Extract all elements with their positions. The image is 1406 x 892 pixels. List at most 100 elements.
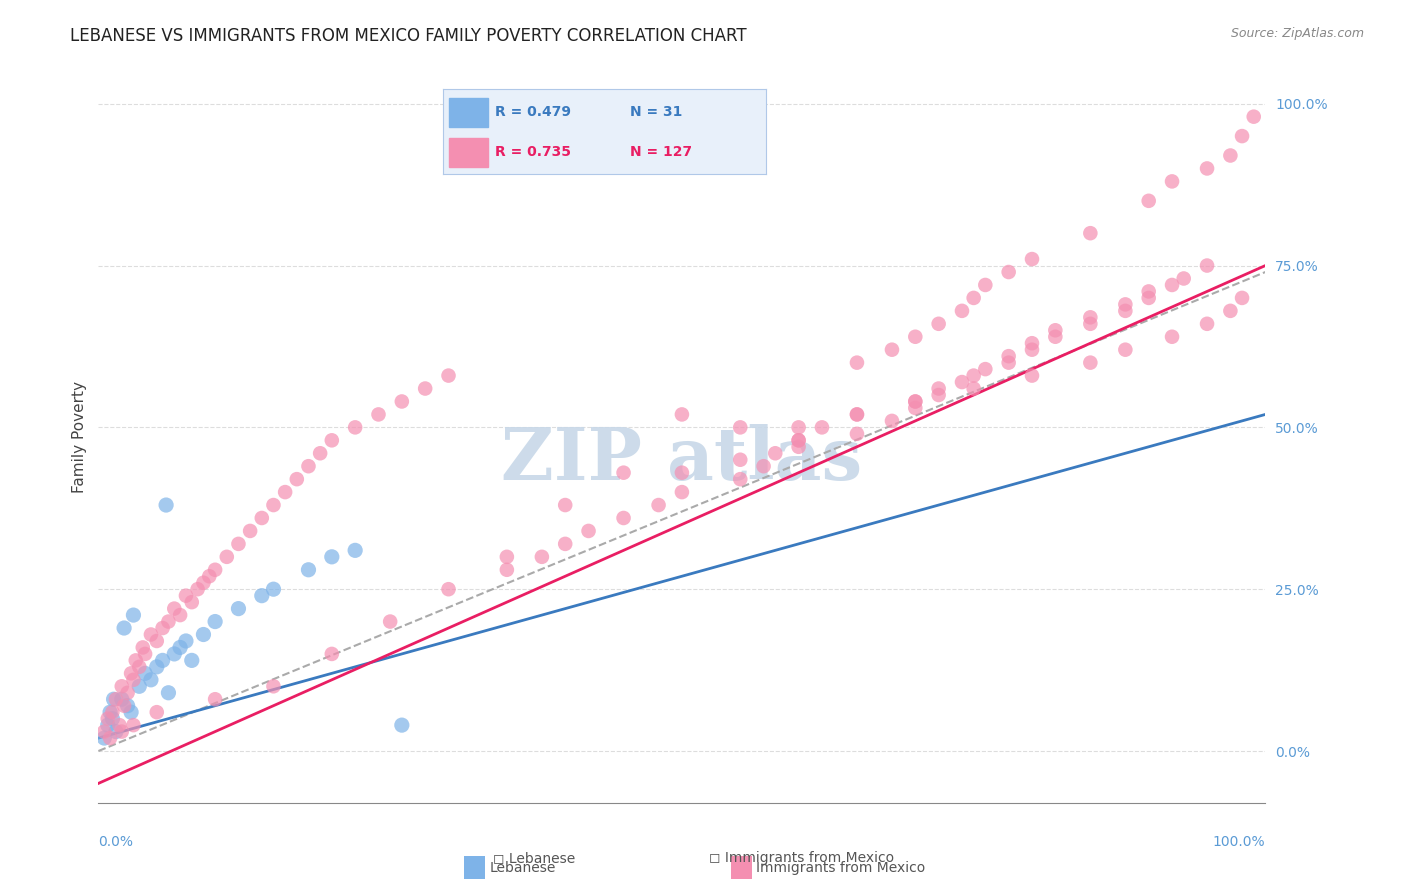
Point <box>1114 303 1136 318</box>
Point <box>578 524 600 538</box>
Text: N = 127: N = 127 <box>630 145 693 159</box>
Point <box>997 349 1019 363</box>
Text: ZIP atlas: ZIP atlas <box>502 425 862 495</box>
Point <box>157 615 180 629</box>
Point <box>904 394 927 409</box>
Point <box>111 692 134 706</box>
Point <box>152 653 174 667</box>
Point <box>239 524 262 538</box>
Point <box>1045 330 1067 344</box>
Point <box>97 718 120 732</box>
Point <box>285 472 308 486</box>
Point <box>122 608 145 623</box>
Point <box>309 446 332 460</box>
Point <box>228 601 250 615</box>
Point <box>108 718 131 732</box>
Point <box>122 673 145 687</box>
Point <box>193 575 215 590</box>
Point <box>103 692 125 706</box>
Point <box>962 368 984 383</box>
Point <box>344 420 367 434</box>
Point <box>904 394 927 409</box>
Point <box>846 426 869 441</box>
Point <box>554 537 576 551</box>
Point <box>134 647 156 661</box>
Point <box>98 731 121 745</box>
Point <box>204 692 226 706</box>
Point <box>152 621 174 635</box>
Point <box>1173 271 1195 285</box>
Point <box>367 408 389 422</box>
Point <box>98 705 121 719</box>
Point <box>128 660 150 674</box>
Point <box>112 621 135 635</box>
Point <box>146 660 169 674</box>
Point <box>671 485 693 500</box>
Point <box>671 466 693 480</box>
Point <box>104 692 127 706</box>
Point <box>787 440 810 454</box>
Point <box>530 549 553 564</box>
Text: Lebanese: Lebanese <box>489 861 555 875</box>
Point <box>157 686 180 700</box>
Point <box>321 434 343 448</box>
Point <box>1161 277 1184 292</box>
Point <box>132 640 155 655</box>
Point <box>437 368 460 383</box>
Point <box>180 653 202 667</box>
Point <box>93 724 115 739</box>
Point <box>1080 356 1102 370</box>
Point <box>1243 110 1265 124</box>
Point <box>1080 226 1102 240</box>
Point <box>174 589 197 603</box>
Point <box>1080 317 1102 331</box>
Point <box>1021 336 1043 351</box>
Point <box>169 640 191 655</box>
Point <box>962 291 984 305</box>
Point <box>128 679 150 693</box>
Point <box>846 356 869 370</box>
Y-axis label: Family Poverty: Family Poverty <box>72 381 87 493</box>
Point <box>228 537 250 551</box>
Point <box>274 485 297 500</box>
Point <box>613 466 636 480</box>
Text: Source: ZipAtlas.com: Source: ZipAtlas.com <box>1230 27 1364 40</box>
Point <box>111 679 134 693</box>
Point <box>117 698 139 713</box>
Text: LEBANESE VS IMMIGRANTS FROM MEXICO FAMILY POVERTY CORRELATION CHART: LEBANESE VS IMMIGRANTS FROM MEXICO FAMIL… <box>70 27 747 45</box>
Point <box>811 420 834 434</box>
Point <box>134 666 156 681</box>
Text: Immigrants from Mexico: Immigrants from Mexico <box>756 861 925 875</box>
Point <box>262 498 284 512</box>
Point <box>125 653 148 667</box>
Point <box>163 647 186 661</box>
Point <box>1021 252 1043 266</box>
Point <box>1219 148 1241 162</box>
Point <box>112 698 135 713</box>
Text: R = 0.735: R = 0.735 <box>495 145 571 159</box>
Point <box>787 420 810 434</box>
Point <box>730 420 752 434</box>
Point <box>101 712 124 726</box>
Point <box>997 265 1019 279</box>
Point <box>846 408 869 422</box>
Point <box>187 582 209 597</box>
Point <box>1021 343 1043 357</box>
Point <box>554 498 576 512</box>
Text: 100.0%: 100.0% <box>1213 835 1265 849</box>
Point <box>391 394 413 409</box>
Point <box>204 615 226 629</box>
Bar <box>450 137 488 167</box>
Point <box>1195 259 1218 273</box>
Point <box>344 543 367 558</box>
Point <box>787 434 810 448</box>
Point <box>928 388 950 402</box>
Point <box>1114 297 1136 311</box>
Text: ◻ Lebanese: ◻ Lebanese <box>494 851 575 865</box>
Point <box>787 434 810 448</box>
Point <box>950 303 973 318</box>
Point <box>928 382 950 396</box>
Point <box>846 408 869 422</box>
Text: N = 31: N = 31 <box>630 105 683 119</box>
Point <box>155 498 177 512</box>
